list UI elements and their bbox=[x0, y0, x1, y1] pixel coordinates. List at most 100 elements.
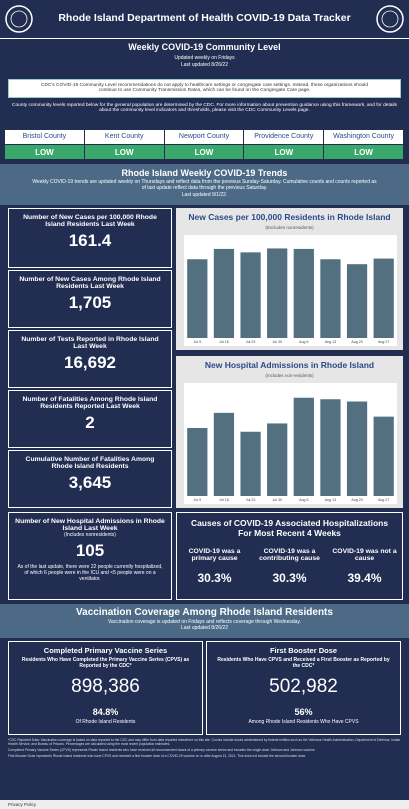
x-tick-label: Aug 13 bbox=[325, 498, 336, 502]
logo bbox=[376, 5, 404, 33]
stat-label: Number of Fatalities Among Rhode Island … bbox=[22, 396, 158, 410]
chart-title: New Hospital Admissions in Rhode Island bbox=[205, 360, 374, 370]
county-note: County community levels reported below f… bbox=[11, 103, 398, 113]
county-level: LOW bbox=[244, 145, 324, 159]
x-tick-label: Jul 16 bbox=[219, 498, 229, 502]
county-name: Newport County bbox=[164, 130, 244, 144]
panel-value: 502,982 bbox=[269, 676, 338, 697]
bar bbox=[346, 401, 368, 496]
cause-value: 39.4% bbox=[347, 571, 382, 585]
section-title: Weekly COVID-19 Community Level bbox=[128, 42, 281, 52]
x-tick-label: Jul 30 bbox=[272, 340, 282, 344]
county-table: Bristol County LOW Kent County LOW Newport C… bbox=[5, 130, 404, 160]
stat-label: Number of New Cases per 100,000 Rhode Is… bbox=[23, 214, 157, 228]
panel-percent: 84.8% bbox=[92, 707, 119, 717]
county-name: Washington County bbox=[324, 130, 403, 144]
vaccination-band: Vaccination Coverage Among Rhode Island … bbox=[0, 604, 409, 638]
trends-band: Rhode Island Weekly COVID-19 Trends Week… bbox=[0, 164, 409, 205]
x-tick-label: Jul 23 bbox=[246, 340, 256, 344]
county-name: Providence County bbox=[244, 130, 324, 144]
bar bbox=[240, 252, 261, 338]
x-tick-label: Jul 9 bbox=[194, 498, 202, 502]
trends-note: Weekly COVID-19 trends are updated weekl… bbox=[32, 179, 377, 191]
cause: COVID-19 was a contributing cause 30.3% bbox=[252, 548, 327, 585]
bar bbox=[240, 431, 261, 496]
section-title: Rhode Island Weekly COVID-19 Trends bbox=[121, 168, 288, 178]
last-updated: Last updated 8/26/22 bbox=[181, 62, 228, 68]
bar bbox=[187, 259, 208, 338]
vaccination-note: Vaccination coverage is updated on Frida… bbox=[108, 619, 301, 625]
x-tick-label: Jul 30 bbox=[272, 498, 282, 502]
stat-note: As of the last update, there were 22 peo… bbox=[17, 564, 163, 582]
cause-value: 30.3% bbox=[197, 571, 232, 585]
bar bbox=[320, 399, 341, 496]
panel-percent: 56% bbox=[294, 707, 313, 717]
x-tick-label: Jul 16 bbox=[219, 340, 229, 344]
fine-print-paragraph: *CDC Reported Data: Vaccination coverage… bbox=[8, 738, 401, 746]
chart-subtitle: (Includes non-residents) bbox=[265, 373, 314, 378]
vaccination-panel: Completed Primary Vaccine Series Resident… bbox=[8, 641, 203, 735]
footer-link[interactable]: Privacy Policy bbox=[8, 802, 37, 807]
x-tick-label: Jul 9 bbox=[194, 340, 202, 344]
cause-label: COVID-19 was not a cause bbox=[332, 548, 397, 562]
x-tick-label: Aug 13 bbox=[325, 340, 336, 344]
panel-caption: Among Rhode Island Residents Who Have CP… bbox=[248, 719, 359, 725]
last-updated: Last updated 9/1/22. bbox=[181, 192, 228, 198]
stat-label: Number of New Cases Among Rhode Island R… bbox=[19, 276, 161, 290]
causes-panel: Causes of COVID-19 Associated Hospitaliz… bbox=[176, 512, 403, 600]
stat-box: Number of New Cases Among Rhode Island R… bbox=[8, 270, 172, 328]
bar bbox=[320, 259, 341, 338]
bar bbox=[213, 248, 235, 338]
last-updated: Last updated 8/26/22 bbox=[181, 625, 228, 631]
stat-box: Number of Fatalities Among Rhode Island … bbox=[8, 390, 172, 448]
causes-items: COVID-19 was a primary cause 30.3% COVID-1… bbox=[177, 548, 402, 585]
fine-print-paragraph: First Booster Dose represents Rhode Isla… bbox=[8, 754, 307, 758]
county-name: Kent County bbox=[84, 130, 164, 144]
bar bbox=[373, 258, 394, 338]
cause-label: COVID-19 was a primary cause bbox=[188, 548, 241, 562]
stat-value: 3,645 bbox=[68, 473, 112, 492]
stat-box: Number of Tests Reported in Rhode Island… bbox=[8, 330, 172, 388]
fine-print: *CDC Reported Data: Vaccination coverage… bbox=[8, 738, 401, 799]
county-level: LOW bbox=[5, 145, 84, 159]
x-tick-label: Aug 27 bbox=[378, 498, 389, 502]
stat-box: Number of New Cases per 100,000 Rhode Is… bbox=[8, 208, 172, 268]
bar bbox=[267, 248, 288, 338]
stat-value: 1,705 bbox=[68, 293, 112, 312]
stat-value: 105 bbox=[75, 541, 105, 560]
bar bbox=[293, 397, 314, 496]
stat-label: Number of New Hospital Admissions in Rho… bbox=[15, 518, 165, 532]
fine-print-paragraph: Completed Primary Vaccine Series (CPVS) … bbox=[8, 748, 316, 752]
panel-title: Completed Primary Vaccine Series bbox=[43, 646, 168, 655]
x-tick-label: Aug 20 bbox=[351, 498, 362, 502]
bar bbox=[346, 264, 368, 338]
county-level: LOW bbox=[84, 145, 164, 159]
panel-value: 898,386 bbox=[71, 676, 140, 697]
stat-box: Number of New Hospital Admissions in Rho… bbox=[8, 512, 172, 600]
cdc-note: CDC's COVID-19 Community Level recommend… bbox=[8, 79, 401, 98]
stat-label: Cumulative Number of Fatalities Among Rh… bbox=[25, 456, 155, 470]
panel-caption: Of Rhode Island Residents bbox=[75, 719, 136, 725]
x-tick-label: Aug 6 bbox=[299, 498, 308, 502]
panel-subtitle: Residents Who Have Completed the Primary… bbox=[21, 657, 190, 669]
bar bbox=[187, 427, 208, 496]
footer: Privacy Policy bbox=[0, 800, 409, 809]
updated-note: Updated weekly on Fridays bbox=[174, 55, 235, 61]
stat-label: Number of Tests Reported in Rhode Island… bbox=[21, 336, 159, 350]
bar bbox=[373, 416, 394, 496]
section-title: Vaccination Coverage Among Rhode Island … bbox=[76, 607, 333, 618]
stat-value: 16,692 bbox=[64, 353, 116, 372]
x-tick-label: Jul 23 bbox=[246, 498, 256, 502]
panel-subtitle: Residents Who Have CPVS and Received a F… bbox=[217, 657, 390, 669]
vaccination-panel: First Booster Dose Residents Who Have CPV… bbox=[206, 641, 401, 735]
cause: COVID-19 was not a cause 39.4% bbox=[327, 548, 402, 585]
stat-sublabel: (Includes nonresidents) bbox=[64, 532, 116, 538]
bar bbox=[213, 412, 235, 496]
causes-title: Causes of COVID-19 Associated Hospitaliz… bbox=[190, 518, 389, 538]
x-tick-label: Aug 20 bbox=[351, 340, 362, 344]
county-name: Bristol County bbox=[5, 130, 84, 144]
stat-box: Cumulative Number of Fatalities Among Rh… bbox=[8, 450, 172, 508]
cause-value: 30.3% bbox=[272, 571, 307, 585]
